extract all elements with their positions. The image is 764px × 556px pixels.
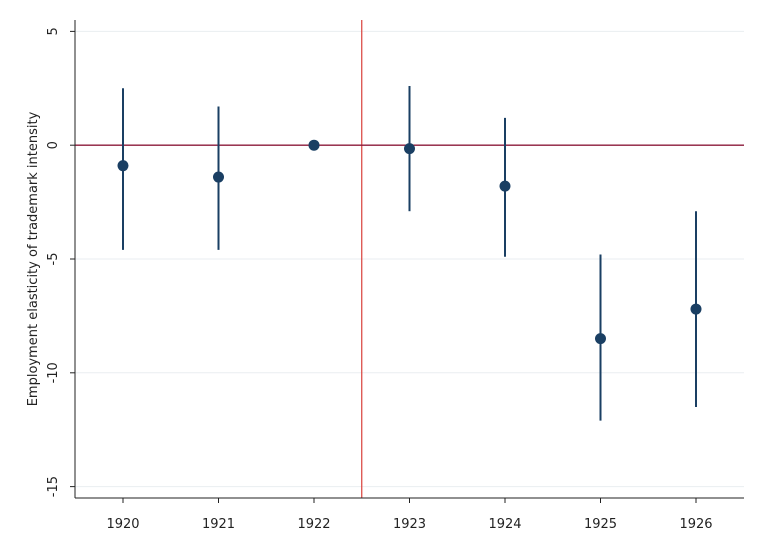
point-estimate-1923 <box>404 143 415 155</box>
point-estimate-1924 <box>499 180 511 192</box>
gridlines <box>75 30 744 488</box>
point-estimate-1926 <box>690 303 702 315</box>
axes: 5 0 -5 -10 -15 1920 1921 1922 1923 1924 1925 1926 <box>46 20 744 532</box>
y-tick-label-3: -10 <box>46 362 61 383</box>
x-tick-label-1925: 1925 <box>584 517 617 532</box>
point-estimate-1920 <box>117 160 129 172</box>
y-tick-label-0: 5 <box>46 27 61 35</box>
series-estimates <box>117 86 702 421</box>
x-tick-label-1922: 1922 <box>297 517 330 532</box>
x-tick-label-1920: 1920 <box>106 517 139 532</box>
point-estimate-1922 <box>308 139 320 151</box>
x-tick-label-1926: 1926 <box>679 517 712 532</box>
x-tick-label-1924: 1924 <box>488 517 521 532</box>
y-tick-label-4: -15 <box>46 476 61 497</box>
y-axis-title: Employment elasticity of trademark inten… <box>26 111 41 406</box>
y-tick-label-2: -5 <box>46 253 61 266</box>
point-estimate-1925 <box>595 333 606 345</box>
x-tick-label-1923: 1923 <box>393 517 426 532</box>
x-tick-label-1921: 1921 <box>202 517 235 532</box>
y-tick-label-1: 0 <box>46 141 61 149</box>
point-estimate-1921 <box>213 171 224 183</box>
